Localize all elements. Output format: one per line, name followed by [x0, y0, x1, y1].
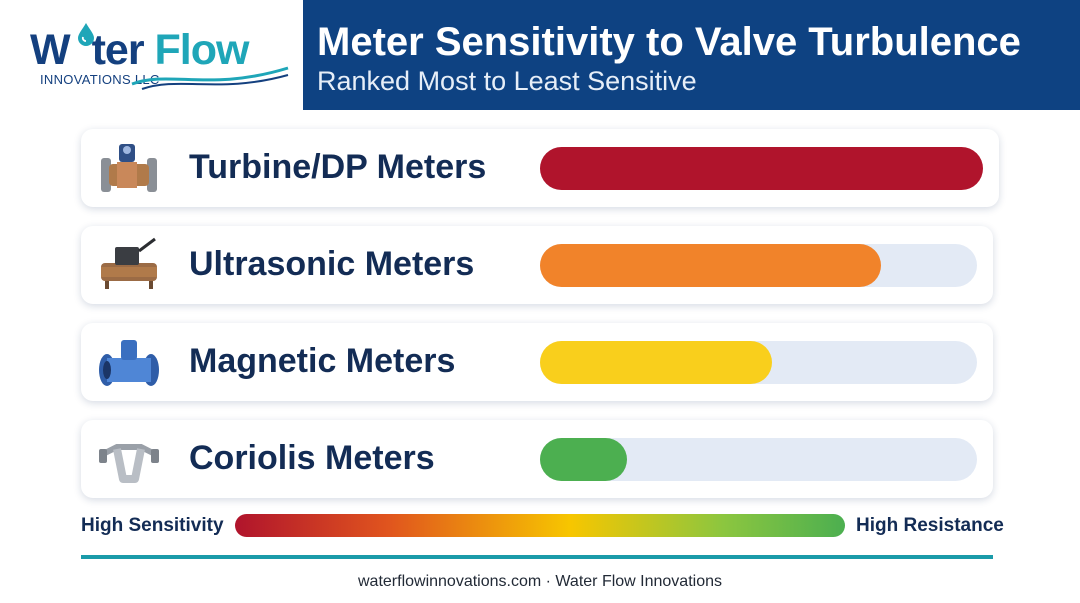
page-subtitle: Ranked Most to Least Sensitive — [317, 66, 697, 96]
water-drop-icon — [78, 23, 94, 46]
sensitivity-gradient-bar — [235, 514, 845, 537]
page-title: Meter Sensitivity to Valve Turbulence — [317, 20, 1021, 64]
chart-row-card: Magnetic Meters — [81, 323, 993, 401]
category-label: Coriolis Meters — [189, 439, 435, 477]
bar-mark — [540, 244, 881, 287]
category-label: Magnetic Meters — [189, 342, 456, 380]
bar-track — [540, 244, 977, 287]
magnetic-meter-icon — [97, 330, 161, 394]
scale-label-high-resistance: High Resistance — [856, 515, 1004, 536]
header-band: Meter Sensitivity to Valve Turbulence Ra… — [303, 0, 1080, 110]
logo-word-w: W — [30, 26, 71, 74]
bar-track — [540, 341, 977, 384]
chart-row-card: Ultrasonic Meters — [81, 226, 993, 304]
turbine-meter-icon — [97, 136, 161, 200]
category-label: Turbine/DP Meters — [189, 148, 487, 186]
coriolis-meter-icon — [97, 427, 161, 491]
bar-track — [540, 147, 983, 190]
bar-mark — [540, 341, 772, 384]
logo-subtitle: INNOVATIONS LLC — [40, 72, 160, 87]
footer-text: waterflowinnovations.com · Water Flow In… — [358, 573, 722, 590]
wave-icon — [131, 66, 289, 90]
bar-mark — [540, 147, 983, 190]
ultrasonic-meter-icon — [97, 233, 161, 297]
divider-rule — [81, 555, 993, 559]
bar-track — [540, 438, 977, 481]
logo-word-ter: ter — [91, 26, 145, 74]
bar-mark — [540, 438, 627, 481]
chart-row-card: Turbine/DP Meters — [81, 129, 999, 207]
category-label: Ultrasonic Meters — [189, 245, 475, 283]
logo-word-flow: Flow — [154, 26, 250, 74]
chart-row-card: Coriolis Meters — [81, 420, 993, 498]
scale-label-high-sensitivity: High Sensitivity — [81, 515, 224, 536]
